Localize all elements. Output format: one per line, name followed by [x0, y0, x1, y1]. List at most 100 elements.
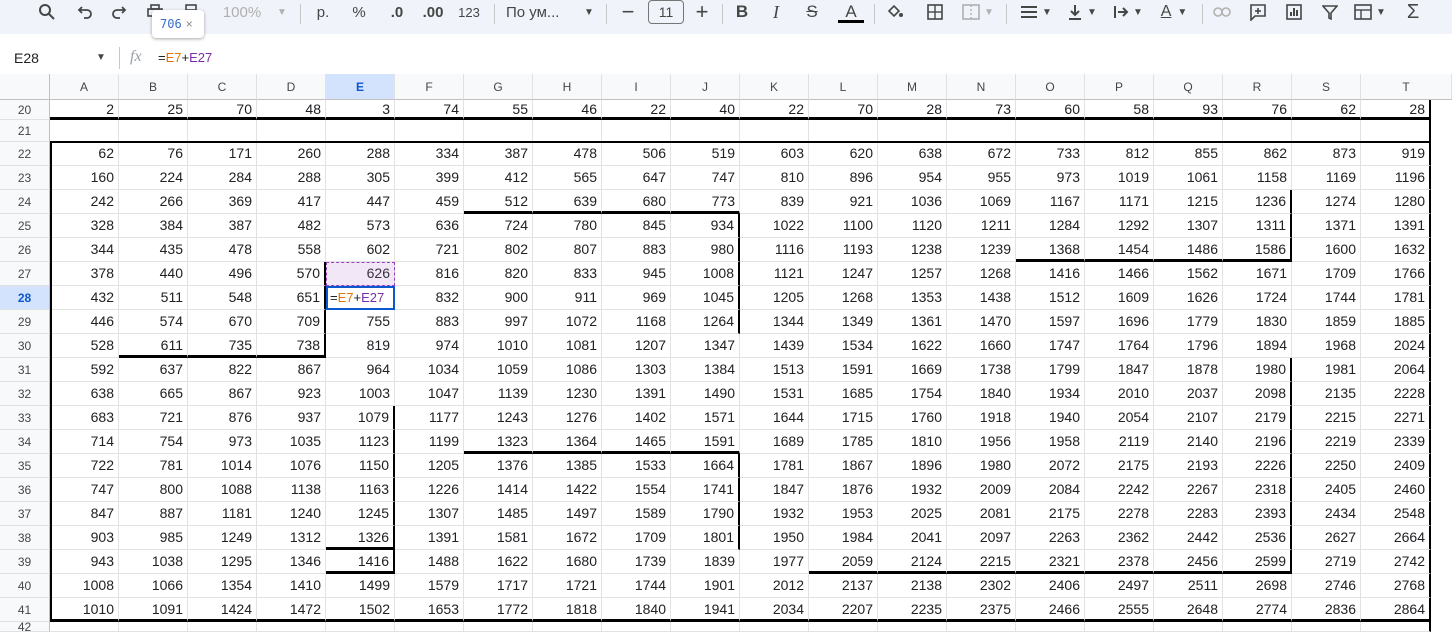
cell-m39[interactable]: 2124 — [878, 550, 947, 574]
cell-s25[interactable]: 1371 — [1292, 214, 1361, 238]
cell-c22[interactable]: 171 — [188, 142, 257, 166]
row-header-38[interactable]: 38 — [0, 526, 50, 550]
cell-d33[interactable]: 937 — [257, 406, 326, 430]
cell-f35[interactable]: 1205 — [395, 454, 464, 478]
cell-l38[interactable]: 1984 — [809, 526, 878, 550]
cell-c41[interactable]: 1424 — [188, 598, 257, 622]
cell-l36[interactable]: 1876 — [809, 478, 878, 502]
cell-q33[interactable]: 2107 — [1154, 406, 1223, 430]
cell-o40[interactable]: 2406 — [1016, 574, 1085, 598]
cell-f20[interactable]: 74 — [395, 100, 464, 120]
cell-f21[interactable] — [395, 120, 464, 142]
cell-k42[interactable] — [740, 622, 809, 632]
bold-icon[interactable]: B — [735, 2, 749, 21]
cell-t42[interactable] — [1361, 622, 1431, 632]
cell-p20[interactable]: 58 — [1085, 100, 1154, 120]
cell-l21[interactable] — [809, 120, 878, 142]
cell-m35[interactable]: 1896 — [878, 454, 947, 478]
cell-k25[interactable]: 1022 — [740, 214, 809, 238]
cell-s33[interactable]: 2215 — [1292, 406, 1361, 430]
cell-a27[interactable]: 378 — [50, 262, 119, 286]
cell-k35[interactable]: 1781 — [740, 454, 809, 478]
cell-k41[interactable]: 2034 — [740, 598, 809, 622]
cell-i33[interactable]: 1402 — [602, 406, 671, 430]
cell-o22[interactable]: 733 — [1016, 142, 1085, 166]
cell-l34[interactable]: 1785 — [809, 430, 878, 454]
cell-d42[interactable] — [257, 622, 326, 632]
cell-j29[interactable]: 1264 — [671, 310, 740, 334]
cell-a41[interactable]: 1010 — [50, 598, 119, 622]
cell-e22[interactable]: 288 — [326, 142, 395, 166]
column-header-f[interactable]: F — [395, 74, 464, 100]
cell-g37[interactable]: 1485 — [464, 502, 533, 526]
cell-o27[interactable]: 1416 — [1016, 262, 1085, 286]
cell-c33[interactable]: 876 — [188, 406, 257, 430]
cell-j34[interactable]: 1591 — [671, 430, 740, 454]
cell-r42[interactable] — [1223, 622, 1292, 632]
vertical-align-icon[interactable]: ▼ — [1062, 0, 1102, 24]
cell-d21[interactable] — [257, 120, 326, 142]
row-header-24[interactable]: 24 — [0, 190, 50, 214]
cell-o39[interactable]: 2321 — [1016, 550, 1085, 574]
cell-e42[interactable] — [326, 622, 395, 632]
cell-b28[interactable]: 511 — [119, 286, 188, 310]
cell-d25[interactable]: 482 — [257, 214, 326, 238]
cell-k33[interactable]: 1644 — [740, 406, 809, 430]
cell-g31[interactable]: 1059 — [464, 358, 533, 382]
cell-s21[interactable] — [1292, 120, 1361, 142]
cell-p23[interactable]: 1019 — [1085, 166, 1154, 190]
merge-cells-icon[interactable]: ▼ — [958, 0, 998, 24]
cell-b22[interactable]: 76 — [119, 142, 188, 166]
cell-d22[interactable]: 260 — [257, 142, 326, 166]
cell-n36[interactable]: 2009 — [947, 478, 1016, 502]
cell-i42[interactable] — [602, 622, 671, 632]
cell-j21[interactable] — [671, 120, 740, 142]
cell-q25[interactable]: 1307 — [1154, 214, 1223, 238]
cell-b25[interactable]: 384 — [119, 214, 188, 238]
cell-l33[interactable]: 1715 — [809, 406, 878, 430]
cell-q30[interactable]: 1796 — [1154, 334, 1223, 358]
cell-b26[interactable]: 435 — [119, 238, 188, 262]
cell-o34[interactable]: 1958 — [1016, 430, 1085, 454]
cell-s27[interactable]: 1709 — [1292, 262, 1361, 286]
cell-q37[interactable]: 2283 — [1154, 502, 1223, 526]
cell-r36[interactable]: 2318 — [1223, 478, 1292, 502]
fill-color-icon[interactable] — [884, 0, 906, 24]
cell-e29[interactable]: 755 — [326, 310, 395, 334]
cell-o41[interactable]: 2466 — [1016, 598, 1085, 622]
percent-format-button[interactable]: % — [352, 3, 366, 21]
cell-h34[interactable]: 1364 — [533, 430, 602, 454]
cell-r22[interactable]: 862 — [1223, 142, 1292, 166]
cell-c39[interactable]: 1295 — [188, 550, 257, 574]
cell-s41[interactable]: 2836 — [1292, 598, 1361, 622]
cell-s31[interactable]: 1981 — [1292, 358, 1361, 382]
row-header-35[interactable]: 35 — [0, 454, 50, 478]
cell-t30[interactable]: 2024 — [1361, 334, 1431, 358]
cell-f22[interactable]: 334 — [395, 142, 464, 166]
cell-b29[interactable]: 574 — [119, 310, 188, 334]
cell-j26[interactable]: 980 — [671, 238, 740, 262]
cell-b41[interactable]: 1091 — [119, 598, 188, 622]
cell-i29[interactable]: 1168 — [602, 310, 671, 334]
strikethrough-icon[interactable]: S — [806, 2, 818, 21]
cell-s29[interactable]: 1859 — [1292, 310, 1361, 334]
cell-i24[interactable]: 680 — [602, 190, 671, 214]
cell-d36[interactable]: 1138 — [257, 478, 326, 502]
cell-c27[interactable]: 496 — [188, 262, 257, 286]
cell-p24[interactable]: 1171 — [1085, 190, 1154, 214]
cell-f29[interactable]: 883 — [395, 310, 464, 334]
cell-p39[interactable]: 2378 — [1085, 550, 1154, 574]
cell-g20[interactable]: 55 — [464, 100, 533, 120]
cell-l29[interactable]: 1349 — [809, 310, 878, 334]
cell-q36[interactable]: 2267 — [1154, 478, 1223, 502]
cell-h30[interactable]: 1081 — [533, 334, 602, 358]
cell-b23[interactable]: 224 — [119, 166, 188, 190]
cell-g24[interactable]: 512 — [464, 190, 533, 214]
cell-g32[interactable]: 1139 — [464, 382, 533, 406]
cell-t22[interactable]: 919 — [1361, 142, 1431, 166]
cell-o42[interactable] — [1016, 622, 1085, 632]
cell-o37[interactable]: 2175 — [1016, 502, 1085, 526]
cell-m30[interactable]: 1622 — [878, 334, 947, 358]
cell-c26[interactable]: 478 — [188, 238, 257, 262]
cell-l22[interactable]: 620 — [809, 142, 878, 166]
